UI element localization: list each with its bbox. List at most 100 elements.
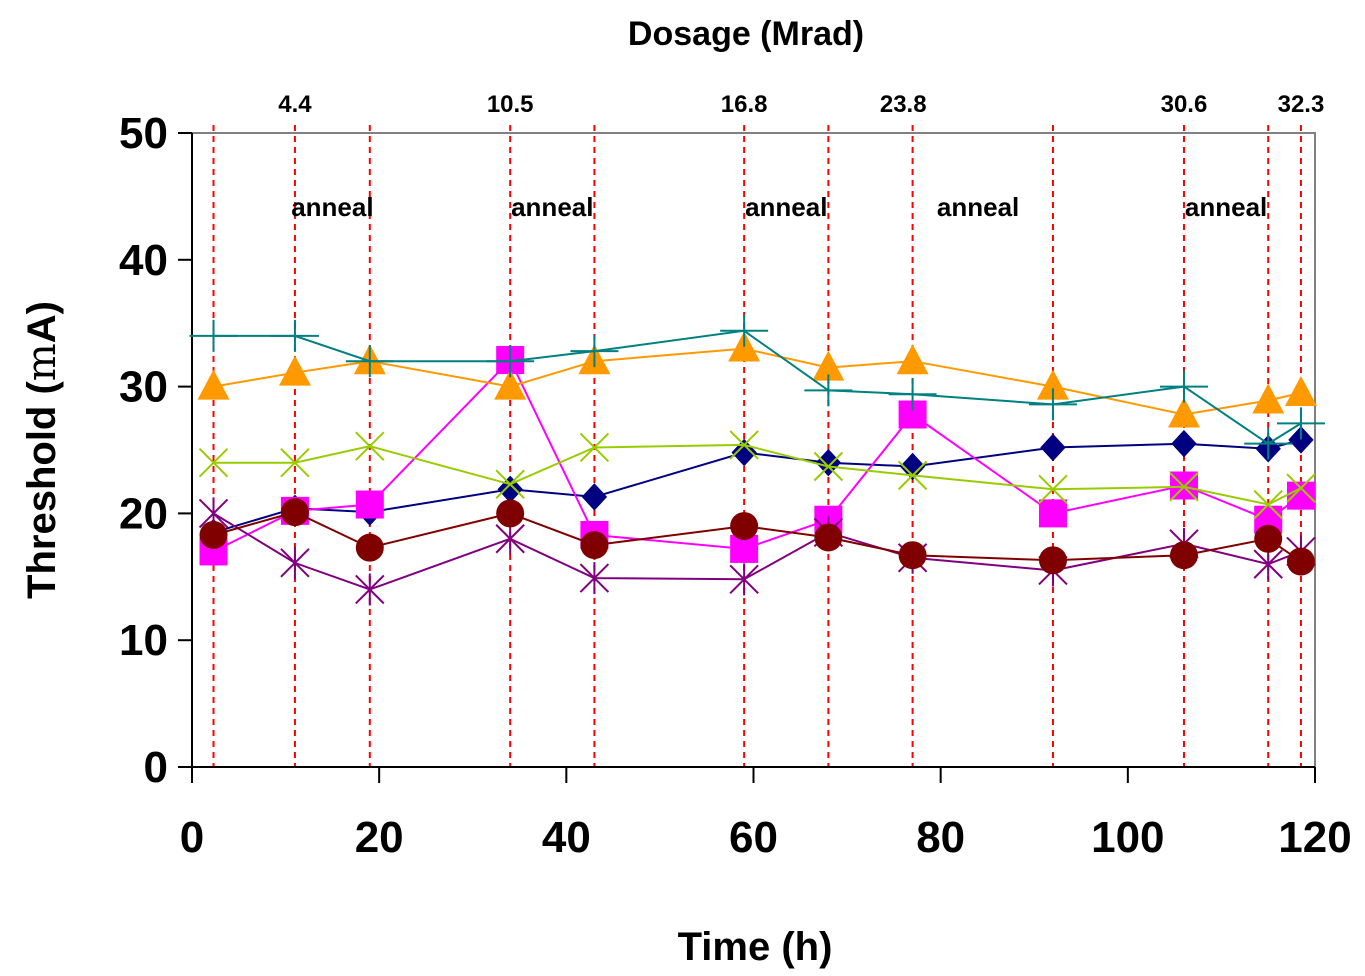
data-point-x [198, 447, 229, 478]
top-axis-title: Dosage (Mrad) [628, 15, 864, 53]
data-point-x [1286, 473, 1316, 503]
data-point-plus [720, 314, 769, 347]
data-point-circle [1286, 547, 1315, 576]
data-point-star [280, 546, 310, 579]
data-point-plus [1028, 388, 1077, 421]
series-group [189, 314, 1325, 606]
data-point-plus [1244, 427, 1293, 460]
data-point-circle [1169, 541, 1198, 570]
x-tick-label: 20 [355, 813, 404, 862]
data-point-plus [1276, 407, 1325, 440]
series-line [213, 443, 1302, 506]
x-tick-label: 40 [542, 813, 591, 862]
y-axis-title-suffix: A) [20, 301, 64, 343]
dosage-label: 4.4 [278, 91, 312, 118]
data-point-plus [570, 335, 619, 368]
data-point-square [1286, 481, 1315, 510]
data-point-circle [199, 520, 228, 549]
dosage-label: 32.3 [1278, 91, 1325, 118]
data-point-triangle [812, 350, 845, 381]
series-x [198, 430, 1316, 520]
data-point-triangle [197, 369, 230, 400]
data-point-square [1038, 499, 1067, 528]
y-tick-label: 40 [119, 236, 168, 285]
data-point-x [1169, 472, 1199, 502]
data-point-x [1038, 474, 1068, 505]
y-tick-label: 20 [119, 489, 168, 538]
data-point-diamond [581, 483, 608, 511]
data-point-square [355, 490, 384, 519]
series-line [213, 347, 1302, 416]
data-point-diamond [815, 448, 842, 477]
anneal-label: anneal [1185, 192, 1267, 222]
data-point-triangle [1167, 397, 1200, 428]
data-point-x [495, 469, 525, 499]
y-axis-title-prefix: Threshold ( [20, 381, 64, 599]
data-point-diamond [1288, 426, 1314, 454]
data-point-star [1253, 548, 1283, 581]
anneal-label: anneal [745, 192, 827, 222]
data-point-plus [888, 378, 937, 411]
x-tick-label: 60 [729, 813, 778, 862]
x-tick-label: 100 [1091, 813, 1164, 862]
series-line [213, 329, 1302, 445]
data-point-circle [355, 533, 384, 562]
data-point-star [729, 563, 759, 596]
data-point-diamond [1171, 429, 1197, 458]
data-point-x [280, 447, 310, 478]
data-point-circle [814, 523, 843, 552]
data-point-plus [189, 319, 238, 352]
data-point-star [355, 573, 385, 606]
data-point-x [813, 451, 844, 482]
data-point-circle [898, 541, 927, 570]
anneal-label: anneal [511, 192, 593, 222]
data-point-circle [1038, 546, 1067, 575]
y-tick-label: 0 [144, 743, 168, 792]
data-point-plus [345, 345, 394, 378]
y-tick-label: 10 [119, 616, 168, 665]
x-axis-title: Time (h) [678, 925, 833, 969]
x-tick-label: 80 [916, 813, 965, 862]
axes [178, 132, 1316, 783]
data-point-triangle [896, 344, 929, 375]
anneal-label: anneal [937, 192, 1019, 222]
data-point-x [897, 460, 928, 491]
y-axis-title-mu: m [19, 343, 65, 381]
data-point-circle [730, 512, 759, 541]
dosage-label: 23.8 [880, 91, 927, 118]
dosage-label: 30.6 [1161, 91, 1208, 118]
data-point-triangle [494, 369, 527, 400]
dosage-label: 16.8 [721, 91, 768, 118]
data-point-circle [280, 498, 309, 527]
x-tick-label: 120 [1278, 813, 1351, 862]
data-point-circle [580, 531, 609, 560]
data-point-triangle [1252, 383, 1285, 414]
series-plus [189, 314, 1325, 460]
data-point-x [355, 431, 385, 461]
y-tick-label: 50 [119, 109, 168, 158]
data-point-diamond [1040, 433, 1066, 462]
x-tick-label: 0 [180, 813, 204, 862]
data-point-star [579, 562, 610, 595]
data-point-circle [496, 499, 525, 528]
data-point-plus [486, 345, 535, 378]
series-square [199, 345, 1315, 566]
data-point-diamond [899, 452, 926, 481]
data-point-triangle [1284, 375, 1317, 406]
data-point-circle [1254, 524, 1283, 553]
data-point-triangle [1036, 369, 1069, 400]
data-point-star [495, 522, 525, 555]
series-triangle [197, 331, 1317, 428]
data-point-plus [804, 374, 853, 407]
labels: 0 10 20 30 40 50 0 20 40 60 80 100 120 4.4 10.5 16.8 23.… [119, 91, 1352, 862]
data-point-x [1253, 489, 1283, 520]
data-point-x [729, 430, 759, 460]
series-circle [199, 498, 1315, 576]
data-point-x [579, 432, 610, 463]
y-tick-label: 30 [119, 363, 168, 412]
anneal-label: anneal [291, 192, 373, 222]
data-point-plus [270, 319, 319, 352]
data-point-plus [1159, 370, 1208, 403]
y-axis-title: Threshold (mA) [19, 301, 65, 599]
